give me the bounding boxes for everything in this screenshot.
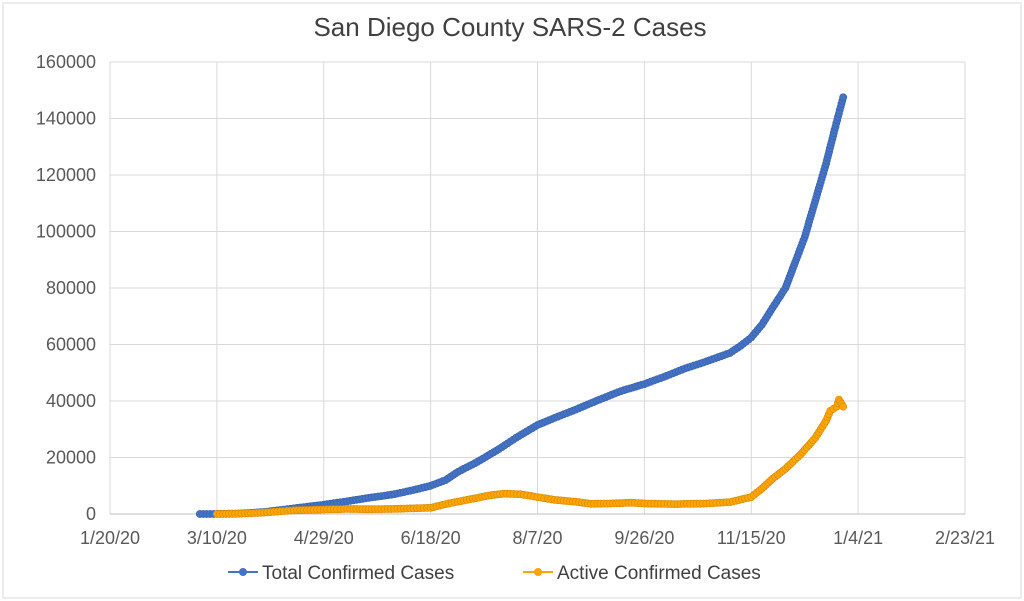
y-tick-label: 20000: [46, 448, 96, 468]
y-tick-label: 100000: [36, 222, 96, 242]
legend: Total Confirmed Cases Active Confirmed Ca…: [228, 563, 761, 584]
legend-label: Active Confirmed Cases: [557, 563, 761, 584]
legend-swatch-marker: [239, 568, 247, 576]
x-tick-label: 11/15/20: [717, 528, 786, 548]
x-tick-label: 6/18/20: [401, 528, 461, 548]
y-tick-label: 40000: [46, 391, 96, 411]
legend-item: Total Confirmed Cases: [228, 563, 454, 584]
y-tick-label: 80000: [46, 278, 96, 298]
series-1: [212, 395, 848, 518]
y-tick-label: 120000: [36, 165, 96, 185]
y-tick-label: 140000: [36, 109, 96, 129]
data-point: [839, 402, 848, 411]
y-tick-label: 0: [86, 504, 96, 524]
x-tick-label: 9/26/20: [614, 528, 674, 548]
y-tick-label: 160000: [36, 52, 96, 72]
legend-item: Active Confirmed Cases: [523, 563, 761, 584]
y-tick-label: 60000: [46, 335, 96, 355]
legend-swatch-marker: [534, 568, 542, 576]
legend-label: Total Confirmed Cases: [262, 563, 454, 584]
series-group: [195, 93, 848, 518]
data-point: [839, 93, 848, 102]
x-tick-label: 1/4/21: [833, 528, 883, 548]
x-tick-label: 3/10/20: [187, 528, 247, 548]
x-tick-label: 8/7/20: [512, 528, 562, 548]
x-tick-label: 2/23/21: [935, 528, 995, 548]
x-tick-label: 4/29/20: [294, 528, 354, 548]
chart-title: San Diego County SARS-2 Cases: [313, 12, 706, 42]
gridlines: [109, 61, 966, 515]
x-tick-label: 1/20/20: [80, 528, 140, 548]
